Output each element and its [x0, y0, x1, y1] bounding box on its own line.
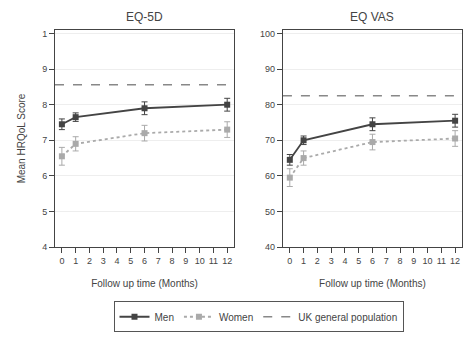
svg-text:9: 9: [183, 256, 188, 266]
svg-text:5: 5: [128, 256, 133, 266]
svg-text:7: 7: [42, 135, 47, 145]
svg-text:40: 40: [265, 242, 275, 252]
svg-text:5: 5: [356, 256, 361, 266]
svg-text:10: 10: [423, 256, 433, 266]
svg-text:Follow up time (Months): Follow up time (Months): [319, 278, 426, 289]
svg-text:7: 7: [384, 256, 389, 266]
svg-text:5: 5: [42, 207, 47, 217]
svg-text:0: 0: [287, 256, 292, 266]
svg-text:100: 100: [260, 29, 275, 39]
svg-text:11: 11: [209, 256, 218, 266]
svg-text:Men: Men: [155, 312, 174, 323]
svg-text:1: 1: [301, 256, 306, 266]
svg-text:2: 2: [87, 256, 92, 266]
svg-text:50: 50: [265, 207, 275, 217]
svg-text:4: 4: [342, 256, 347, 266]
svg-text:10: 10: [195, 256, 205, 266]
svg-text:EQ-5D: EQ-5D: [126, 10, 163, 24]
svg-text:4: 4: [42, 242, 47, 252]
svg-text:EQ VAS: EQ VAS: [350, 10, 394, 24]
svg-text:9: 9: [411, 256, 416, 266]
svg-text:8: 8: [170, 256, 175, 266]
svg-text:Follow up time (Months): Follow up time (Months): [91, 278, 198, 289]
svg-text:11: 11: [437, 256, 446, 266]
svg-text:1: 1: [73, 256, 78, 266]
svg-text:12: 12: [450, 256, 460, 266]
svg-text:6: 6: [42, 171, 47, 181]
svg-text:3: 3: [329, 256, 334, 266]
svg-text:8: 8: [398, 256, 403, 266]
svg-text:7: 7: [156, 256, 161, 266]
svg-text:60: 60: [265, 171, 275, 181]
svg-text:70: 70: [265, 135, 275, 145]
svg-text:Mean HRQoL Score: Mean HRQoL Score: [16, 93, 27, 183]
svg-text:6: 6: [142, 256, 147, 266]
svg-text:1: 1: [42, 29, 47, 39]
svg-text:6: 6: [370, 256, 375, 266]
svg-text:4: 4: [114, 256, 119, 266]
svg-text:9: 9: [42, 64, 47, 74]
svg-text:2: 2: [315, 256, 320, 266]
svg-text:12: 12: [222, 256, 232, 266]
svg-text:80: 80: [265, 100, 275, 110]
svg-text:UK general population: UK general population: [298, 312, 397, 323]
svg-text:Women: Women: [219, 312, 253, 323]
svg-text:3: 3: [101, 256, 106, 266]
svg-text:90: 90: [265, 64, 275, 74]
svg-text:0: 0: [59, 256, 64, 266]
svg-text:8: 8: [42, 100, 47, 110]
